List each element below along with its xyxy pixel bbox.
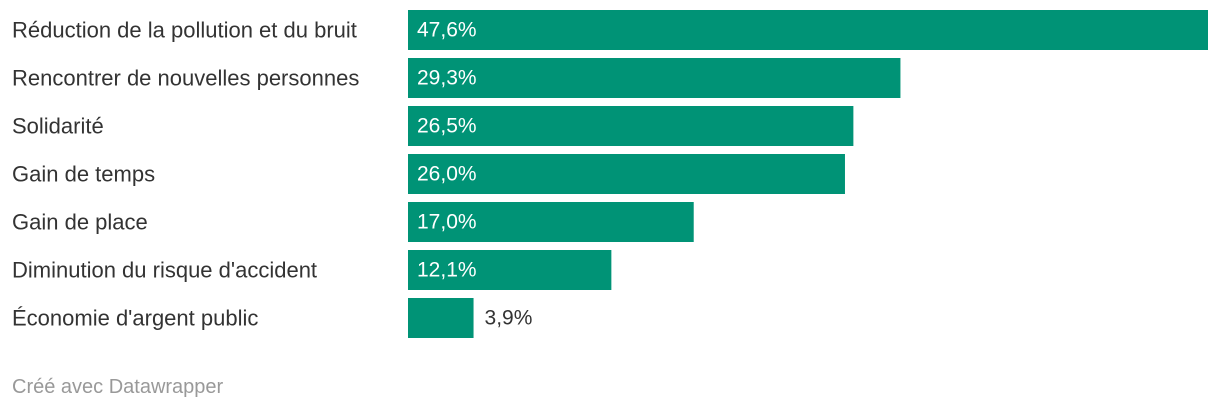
category-label: Gain de place (12, 210, 148, 235)
category-label: Solidarité (12, 114, 104, 139)
bar (408, 202, 694, 242)
bar (408, 154, 845, 194)
value-label: 17,0% (417, 211, 477, 234)
bar (408, 298, 474, 338)
bar (408, 10, 1208, 50)
value-label: 47,6% (417, 19, 477, 42)
value-label: 26,5% (417, 115, 477, 138)
category-label: Économie d'argent public (12, 306, 258, 331)
value-label: 26,0% (417, 163, 477, 186)
value-label: 3,9% (485, 307, 533, 330)
datawrapper-credit: Créé avec Datawrapper (12, 376, 224, 398)
bar (408, 58, 901, 98)
category-label: Diminution du risque d'accident (12, 258, 317, 283)
category-label: Gain de temps (12, 162, 155, 187)
category-label: Rencontrer de nouvelles personnes (12, 66, 359, 91)
bar (408, 106, 854, 146)
value-label: 12,1% (417, 259, 477, 282)
bar (408, 250, 612, 290)
bar-chart: Réduction de la pollution et du bruit 47,… (12, 10, 1208, 338)
category-label: Réduction de la pollution et du bruit (12, 18, 357, 43)
value-label: 29,3% (417, 67, 477, 90)
